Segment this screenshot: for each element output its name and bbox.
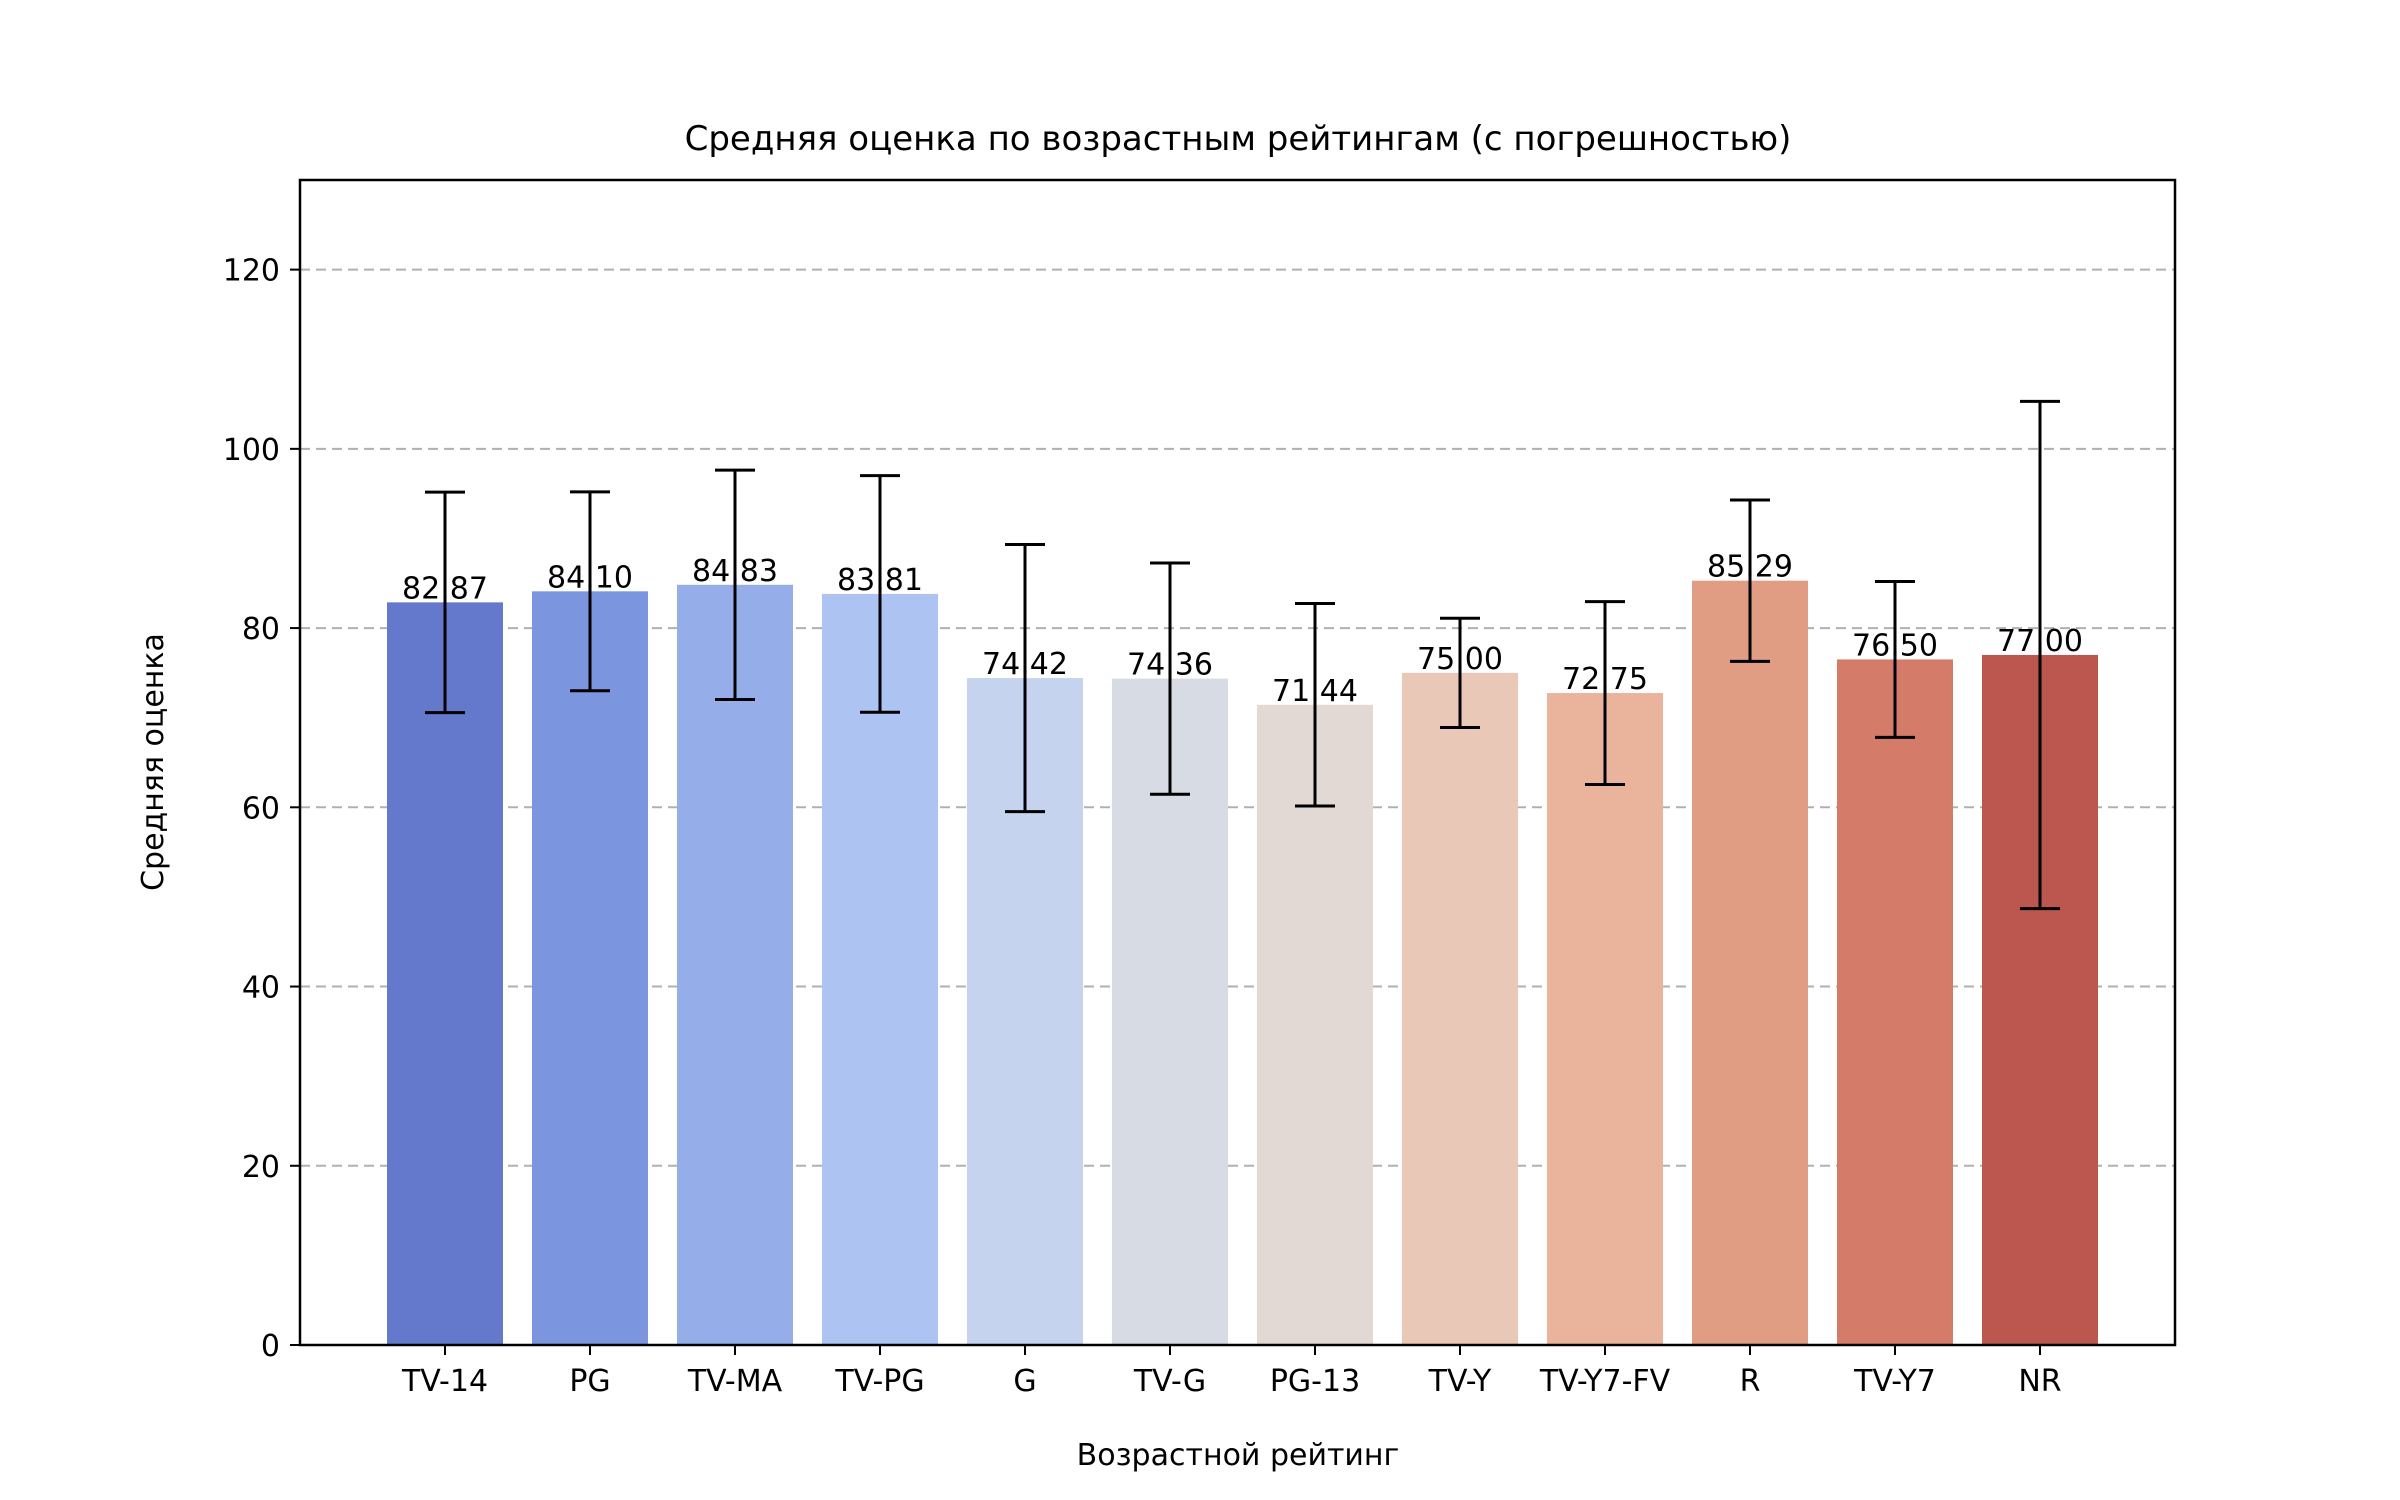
- y-tick-label: 0: [261, 1329, 280, 1364]
- error-bar-nr: [2020, 399, 2060, 911]
- x-tick-label: PG: [569, 1364, 610, 1399]
- x-tick-label: TV-G: [1133, 1364, 1206, 1399]
- x-tick-label: TV-Y: [1428, 1364, 1492, 1399]
- bar-r: [1692, 580, 1808, 1345]
- y-tick-label: 100: [223, 433, 280, 468]
- bar-pg: [532, 591, 648, 1345]
- bar-tv-14: [387, 602, 503, 1345]
- value-label: 75.00: [1417, 642, 1503, 677]
- error-bar-g: [1005, 543, 1045, 814]
- value-labels: 82.87 84.10 84.83 83.81 74.42 74.36 71.44 75.00…: [402, 550, 2083, 709]
- bar-tv-y7: [1837, 659, 1953, 1345]
- x-tick-label: TV-Y7: [1853, 1364, 1936, 1399]
- chart-title: Средняя оценка по возрастным рейтингам (…: [685, 119, 1792, 159]
- y-tick-label: 80: [242, 612, 280, 647]
- bars: [387, 580, 2098, 1345]
- error-bar-tv-y7: [1875, 579, 1915, 739]
- value-label: 83.81: [837, 563, 923, 598]
- x-tick-label: R: [1740, 1364, 1761, 1399]
- x-tick-label: TV-MA: [687, 1364, 783, 1399]
- y-axis-label: Средняя оценка: [136, 633, 171, 891]
- bar-tv-y: [1402, 672, 1518, 1345]
- x-tick-label: TV-PG: [834, 1364, 924, 1399]
- error-bar-tv-y7-fv: [1585, 600, 1625, 786]
- x-axis-ticks: TV-14 PG TV-MA TV-PG G TV-G PG-13 TV-Y TV-Y7-FV R…: [401, 1345, 2062, 1399]
- error-bar-tv-g: [1150, 561, 1190, 796]
- x-tick-label: TV-14: [401, 1364, 488, 1399]
- error-bar-r: [1730, 498, 1770, 663]
- bar-tv-ma: [677, 584, 793, 1345]
- x-tick-label: PG-13: [1270, 1364, 1360, 1399]
- error-bar-tv-ma: [715, 468, 755, 702]
- value-label: 82.87: [402, 571, 488, 606]
- y-tick-label: 40: [242, 971, 280, 1006]
- value-label: 71.44: [1272, 674, 1358, 709]
- x-tick-label: TV-Y7-FV: [1539, 1364, 1671, 1399]
- error-bar-pg: [570, 490, 610, 693]
- value-label: 74.36: [1127, 648, 1213, 683]
- x-tick-label: NR: [2018, 1364, 2061, 1399]
- value-label: 76.50: [1852, 628, 1938, 663]
- value-label: 85.29: [1707, 550, 1793, 585]
- bar-tv-y7-fv: [1547, 693, 1663, 1345]
- y-tick-label: 20: [242, 1150, 280, 1185]
- value-label: 77.00: [1997, 624, 2083, 659]
- error-bar-tv-y: [1440, 616, 1480, 730]
- bar-tv-pg: [822, 593, 938, 1345]
- error-bar-tv-pg: [860, 474, 900, 714]
- y-tick-label: 60: [242, 791, 280, 826]
- bar-pg-13: [1257, 704, 1373, 1345]
- x-tick-label: G: [1013, 1364, 1036, 1399]
- value-label: 84.10: [547, 560, 633, 595]
- y-tick-label: 120: [223, 254, 280, 289]
- value-label: 74.42: [982, 647, 1068, 682]
- value-label: 84.83: [692, 554, 778, 589]
- error-bar-tv-14: [425, 490, 465, 715]
- plot-frame: [298, 178, 2177, 1347]
- error-bar-pg-13: [1295, 602, 1335, 808]
- y-axis-ticks: 0 20 40 60 80 100 120: [223, 254, 300, 1364]
- value-label: 72.75: [1562, 662, 1648, 697]
- error-bars: [425, 399, 2060, 911]
- x-axis-label: Возрастной рейтинг: [1077, 1438, 1400, 1473]
